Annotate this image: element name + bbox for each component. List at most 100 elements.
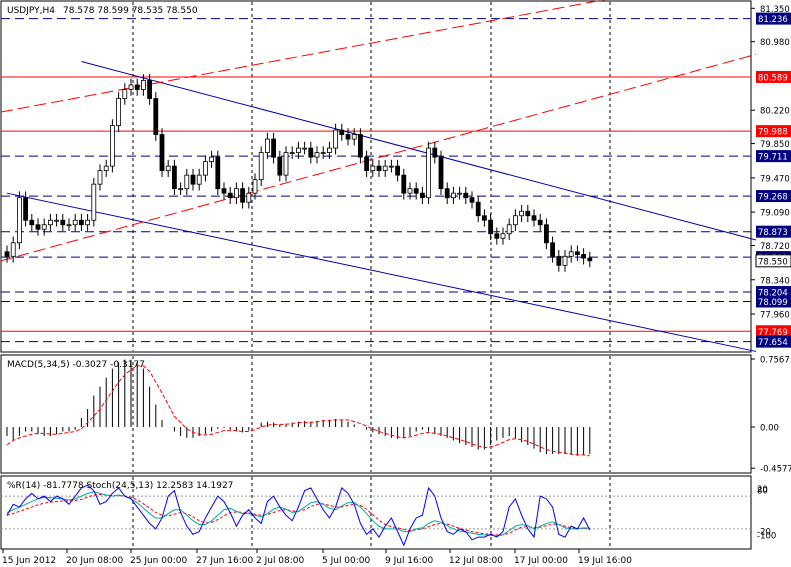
level-label-box-4	[756, 190, 791, 203]
candle-body-86	[537, 219, 543, 226]
candle-body-0	[4, 251, 10, 257]
time-tick-label-5: 5 Jul 00:00	[322, 556, 371, 566]
candle-body-29	[184, 174, 190, 190]
horizontal-levels: 81.236 80.589 79.988 79.711 79.268 78.873 78.5…	[1, 12, 791, 348]
candle-body-16	[103, 165, 109, 172]
level-label-5: 78.873	[758, 228, 788, 238]
candle-body-85	[531, 215, 537, 221]
candle-body-71	[444, 188, 450, 199]
candle-body-3	[23, 197, 29, 221]
candle-body-14	[91, 183, 97, 221]
price-tick-label-8: 77.960	[760, 311, 790, 321]
candle-body-88	[550, 242, 555, 257]
macd-panel: 0.7567 0.00 -0.4577	[6, 355, 791, 475]
time-axis: 15 Jun 2012 20 Jun 08:00 25 Jun 00:00 27 Ju…	[2, 549, 632, 566]
candle-body-28	[178, 188, 184, 191]
time-tick-label-8: 17 Jul 00:00	[514, 556, 568, 566]
price-tick-label-2: 80.220	[760, 107, 790, 117]
candle-body-12	[79, 219, 84, 226]
candle-body-76	[475, 201, 481, 217]
candle-body-55	[345, 134, 351, 140]
macd-tick-label-2: -0.4577	[760, 465, 791, 475]
candle-body-50	[314, 152, 320, 158]
candle-body-10	[66, 224, 72, 227]
macd-tick-label-0: 0.7567	[760, 355, 790, 365]
candle-body-18	[116, 98, 121, 126]
candle-body-30	[190, 174, 196, 185]
candle-body-73	[457, 192, 463, 195]
level-label-box-7	[756, 286, 791, 299]
candle-body-74	[463, 192, 469, 199]
candle-body-19	[122, 89, 128, 99]
wpr-tick-label-3: -100	[757, 531, 776, 541]
candle-body-23	[147, 80, 153, 99]
candle-body-81	[506, 224, 512, 235]
candle-body-38	[240, 188, 246, 203]
ohlc-readout: 78.578 78.599 78.535 78.550	[63, 6, 198, 16]
candle-body-70	[438, 156, 444, 190]
level-label-box-3	[756, 150, 791, 163]
time-grid	[132, 2, 611, 548]
candle-body-56	[351, 134, 357, 140]
level-label-8: 78.099	[758, 298, 788, 308]
price-tick-label-4: 79.470	[760, 174, 790, 184]
candles	[4, 74, 593, 272]
level-label-box-5	[756, 225, 791, 238]
candle-body-58	[364, 156, 370, 172]
candle-body-63	[395, 165, 401, 176]
level-label-2: 79.988	[758, 128, 788, 138]
level-label-box-2	[756, 125, 791, 138]
level-label-box-1	[756, 70, 791, 83]
wpr-panel-frame	[0, 475, 752, 550]
wpr-tick-label-1: 80	[757, 487, 768, 497]
candle-body-5	[35, 224, 41, 230]
candle-body-6	[41, 224, 47, 230]
candle-body-67	[419, 192, 425, 199]
candle-body-82	[513, 215, 518, 226]
candle-body-62	[388, 165, 394, 168]
level-label-4: 79.268	[758, 193, 788, 203]
level-label-box-8	[756, 295, 791, 308]
candle-body-43	[271, 138, 277, 158]
red-trendline-1	[0, 53, 757, 262]
candle-body-61	[382, 165, 388, 172]
channel-line-1	[6, 192, 757, 352]
candle-body-72	[450, 192, 456, 199]
candle-body-4	[29, 219, 35, 226]
candle-body-75	[469, 197, 475, 203]
candle-body-94	[587, 257, 593, 262]
candle-body-42	[264, 138, 270, 154]
candle-body-17	[110, 125, 115, 167]
candle-body-31	[196, 174, 202, 185]
candle-body-34	[215, 156, 221, 190]
current-price-label: 78.550	[758, 257, 788, 267]
macd-title: MACD(5,34,5) -0.3027 -0.3177	[7, 360, 145, 370]
price-tick-label-7: 78.340	[760, 276, 790, 286]
time-tick-label-0: 15 Jun 2012	[2, 556, 56, 566]
candle-body-47	[295, 147, 301, 154]
wpr-line	[6, 484, 591, 547]
candle-body-92	[575, 251, 580, 255]
candle-body-65	[407, 188, 413, 194]
candle-body-36	[227, 192, 233, 199]
wpr-title: %R(14) -81.7778 Stoch(24,5,13) 12.2583 1…	[7, 481, 233, 491]
price-tick-label-5: 79.090	[760, 209, 790, 219]
time-tick-label-1: 20 Jun 08:00	[66, 556, 123, 566]
level-label-box-10	[756, 335, 791, 348]
candle-body-80	[500, 233, 506, 239]
candle-body-27	[171, 165, 177, 190]
candle-body-22	[140, 80, 146, 90]
candle-body-7	[48, 219, 53, 226]
price-tick-label-1: 80.980	[760, 38, 790, 48]
candle-body-20	[128, 84, 134, 90]
candle-body-33	[209, 156, 215, 163]
candle-body-91	[568, 251, 574, 257]
candle-body-11	[72, 219, 78, 226]
candle-body-60	[376, 165, 382, 172]
candle-body-25	[159, 134, 165, 172]
level-label-10: 77.654	[758, 338, 788, 348]
level-label-box-0	[756, 12, 791, 25]
candle-body-51	[320, 152, 326, 155]
channel-line-0	[81, 61, 757, 241]
